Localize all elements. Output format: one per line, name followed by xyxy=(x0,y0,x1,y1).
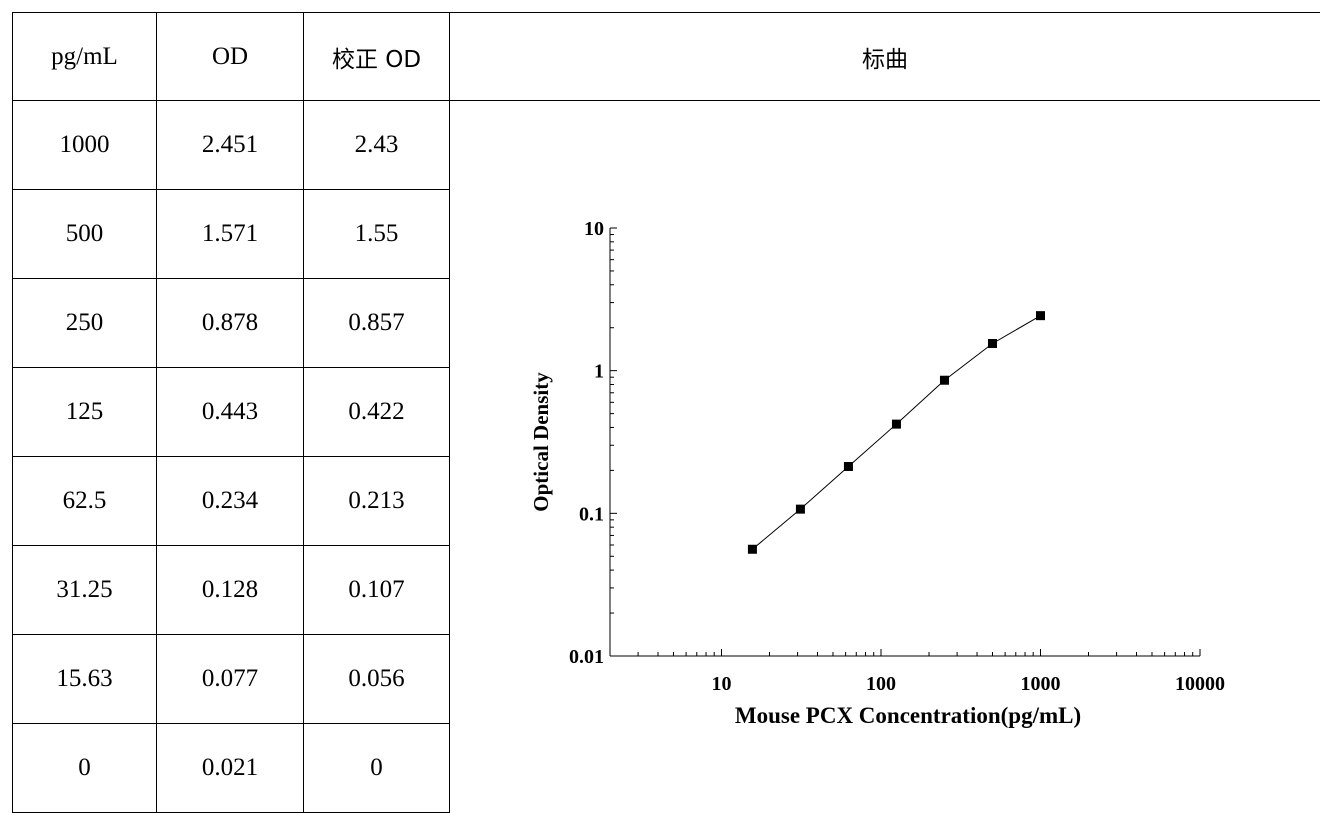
data-point xyxy=(988,339,997,348)
cell-corrected-od: 0 xyxy=(304,724,450,813)
cell-concentration: 250 xyxy=(13,279,157,368)
cell-od: 0.077 xyxy=(157,635,304,724)
cell-corrected-od: 0.107 xyxy=(304,546,450,635)
header-od: OD xyxy=(157,13,304,101)
x-axis-label: Mouse PCX Concentration(pg/mL) xyxy=(735,703,1081,728)
data-point xyxy=(796,505,805,514)
y-tick-label: 0.1 xyxy=(579,503,604,525)
standard-curve-chart: 10 100 1000 10000 0.01 0.1 1 10 Mouse PCX Conce… xyxy=(450,100,1310,790)
cell-corrected-od: 0.213 xyxy=(304,457,450,546)
data-point xyxy=(940,376,949,385)
cell-concentration: 62.5 xyxy=(13,457,157,546)
cell-concentration: 500 xyxy=(13,190,157,279)
cell-od: 0.128 xyxy=(157,546,304,635)
series-line xyxy=(752,316,1040,550)
data-point xyxy=(892,420,901,429)
cell-od: 0.443 xyxy=(157,368,304,457)
cell-concentration: 15.63 xyxy=(13,635,157,724)
y-tick-label: 10 xyxy=(584,218,604,240)
cell-od: 0.021 xyxy=(157,724,304,813)
cell-od: 2.451 xyxy=(157,101,304,190)
cell-concentration: 1000 xyxy=(13,101,157,190)
data-point xyxy=(1036,311,1045,320)
header-corrected-od: 校正 OD xyxy=(304,13,450,101)
cell-concentration: 125 xyxy=(13,368,157,457)
y-tick-label: 0.01 xyxy=(569,646,604,668)
x-tick-label: 100 xyxy=(866,673,896,695)
cell-concentration: 0 xyxy=(13,724,157,813)
cell-od: 0.234 xyxy=(157,457,304,546)
data-point xyxy=(844,462,853,471)
x-tick-label: 1000 xyxy=(1020,673,1060,695)
y-tick-label: 1 xyxy=(594,361,604,383)
cell-concentration: 31.25 xyxy=(13,546,157,635)
header-row: pg/mL OD 校正 OD 标曲 xyxy=(13,13,1320,101)
x-tick-label: 10000 xyxy=(1175,673,1225,695)
cell-corrected-od: 0.056 xyxy=(304,635,450,724)
cell-od: 1.571 xyxy=(157,190,304,279)
cell-corrected-od: 2.43 xyxy=(304,101,450,190)
chart-axes xyxy=(610,228,1200,656)
header-standard-curve: 标曲 xyxy=(450,13,1320,101)
y-axis-label: Optical Density xyxy=(529,372,553,512)
header-concentration: pg/mL xyxy=(13,13,157,101)
cell-corrected-od: 0.857 xyxy=(304,279,450,368)
cell-corrected-od: 1.55 xyxy=(304,190,450,279)
data-point xyxy=(748,545,757,554)
chart-ticks: 10 100 1000 10000 0.01 0.1 1 10 xyxy=(569,218,1225,695)
cell-corrected-od: 0.422 xyxy=(304,368,450,457)
chart-series xyxy=(748,311,1045,554)
cell-od: 0.878 xyxy=(157,279,304,368)
x-tick-label: 10 xyxy=(711,673,731,695)
